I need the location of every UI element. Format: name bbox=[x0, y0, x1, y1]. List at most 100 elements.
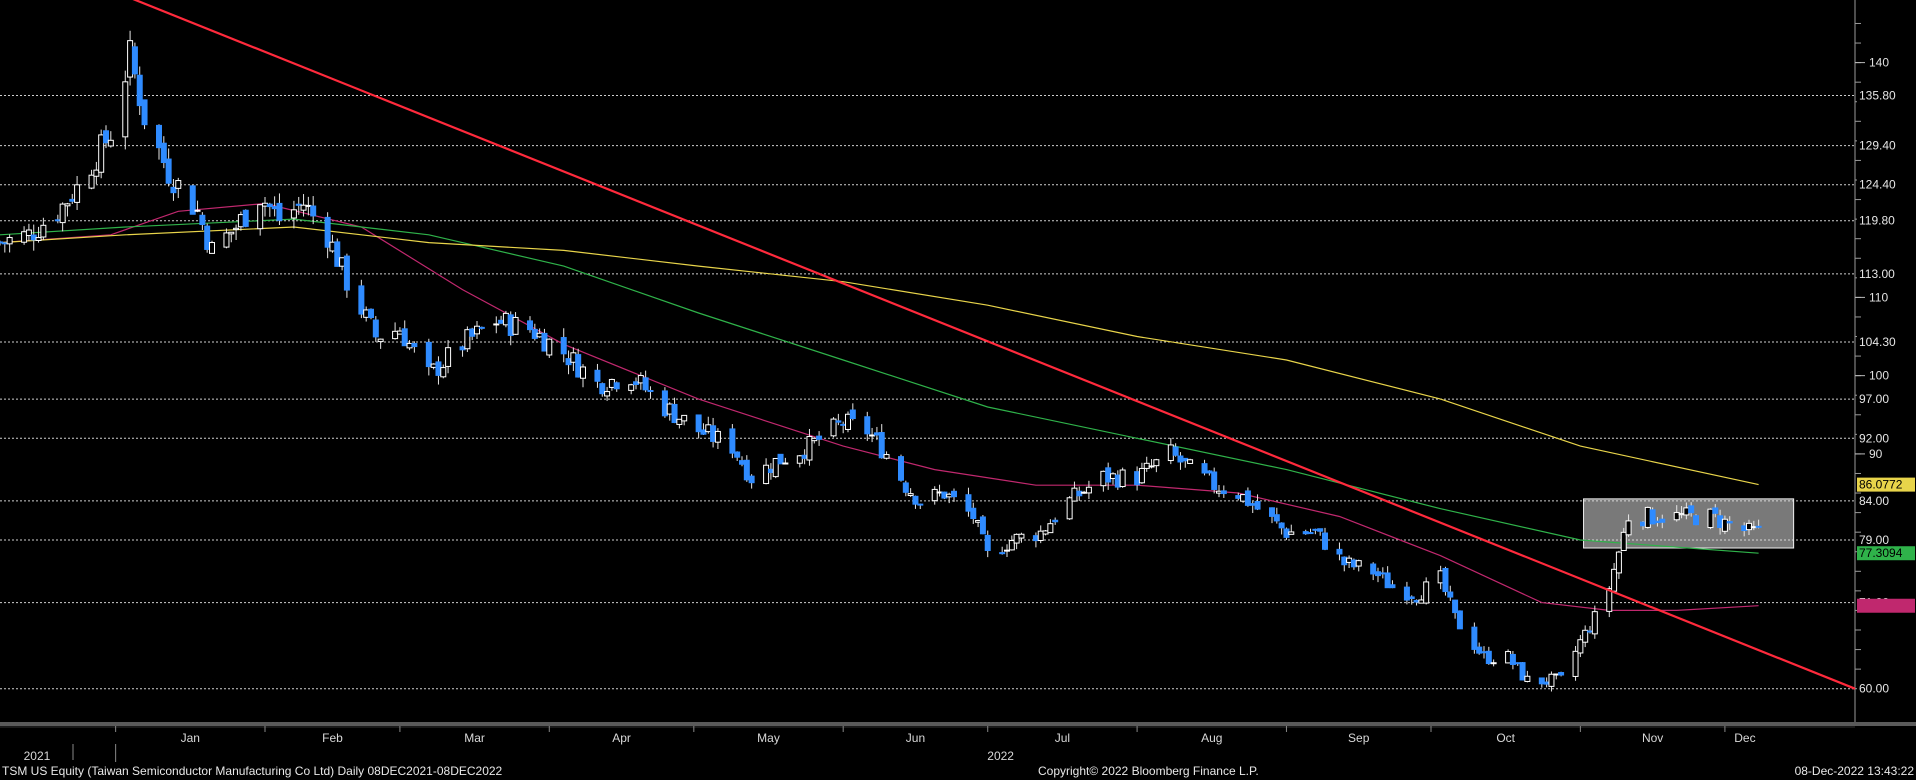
candle-body bbox=[594, 369, 601, 382]
candle-body bbox=[1148, 465, 1155, 468]
candle-body bbox=[233, 227, 240, 231]
candle-body bbox=[1408, 596, 1415, 600]
month-label: Aug bbox=[1201, 731, 1222, 745]
level-label-bg bbox=[1857, 493, 1915, 508]
last-value-tag bbox=[1857, 546, 1915, 561]
level-label: 92.00 bbox=[1859, 431, 1889, 445]
candle-body bbox=[845, 413, 851, 430]
candle-body bbox=[1611, 568, 1618, 592]
candle-body bbox=[695, 414, 702, 433]
candle-body bbox=[1317, 528, 1324, 532]
candle-body bbox=[1481, 651, 1487, 654]
candle-body bbox=[122, 81, 129, 138]
candle-body bbox=[604, 391, 611, 397]
candle-body bbox=[1375, 571, 1381, 577]
candle-body bbox=[266, 203, 273, 208]
x-axis-band bbox=[0, 722, 1916, 726]
candle-body bbox=[324, 216, 331, 248]
candle-body bbox=[777, 453, 784, 465]
candle-body bbox=[739, 460, 745, 465]
candle-body bbox=[1649, 509, 1656, 525]
candle-body bbox=[1201, 463, 1208, 474]
candle-body bbox=[1076, 490, 1083, 497]
candle-body bbox=[223, 232, 230, 248]
candle-body bbox=[69, 198, 76, 202]
candle-body bbox=[401, 328, 408, 347]
candle-body bbox=[40, 224, 47, 238]
candle-body bbox=[1654, 520, 1661, 524]
candle-body bbox=[1379, 572, 1386, 575]
candle-body bbox=[782, 462, 789, 465]
candle-body bbox=[1447, 591, 1454, 598]
candle-body bbox=[941, 491, 948, 499]
month-label: Apr bbox=[612, 731, 631, 745]
resistance-trendline bbox=[132, 0, 1856, 690]
candle-body bbox=[1288, 531, 1295, 535]
candle-body bbox=[228, 231, 235, 235]
candle-body bbox=[21, 231, 28, 243]
candle-body bbox=[1683, 507, 1690, 516]
candle-body bbox=[310, 205, 317, 217]
candle-body bbox=[743, 459, 750, 481]
candle-body bbox=[6, 237, 13, 245]
candle-body bbox=[898, 456, 904, 481]
candle-body bbox=[141, 99, 148, 126]
candle-body bbox=[1591, 611, 1598, 635]
candle-body bbox=[931, 488, 938, 502]
candle-body bbox=[392, 330, 399, 340]
candle-body bbox=[1519, 662, 1526, 681]
level-label: 97.00 bbox=[1859, 392, 1889, 406]
candle-body bbox=[1138, 467, 1145, 484]
candle-body bbox=[1071, 487, 1078, 502]
candle-body bbox=[849, 409, 856, 420]
candle-body bbox=[546, 338, 553, 356]
candle-body bbox=[363, 309, 370, 318]
candle-body bbox=[1476, 646, 1483, 654]
candle-body bbox=[734, 451, 741, 458]
candle-body bbox=[1741, 525, 1748, 532]
candle-body bbox=[1587, 630, 1593, 633]
candle-body bbox=[599, 383, 606, 395]
candle-body bbox=[131, 46, 138, 75]
month-label: Nov bbox=[1642, 731, 1663, 745]
candle-body bbox=[1302, 531, 1309, 535]
candle-body bbox=[1278, 522, 1285, 529]
candle-body bbox=[1471, 626, 1478, 650]
candle-body bbox=[1582, 629, 1589, 643]
candle-body bbox=[999, 552, 1006, 555]
candle-body bbox=[936, 491, 943, 494]
level-label-bg bbox=[1857, 533, 1915, 547]
candle-body bbox=[93, 169, 100, 177]
candle-body bbox=[1442, 567, 1449, 593]
month-label: Sep bbox=[1348, 731, 1370, 745]
candle-body bbox=[1066, 497, 1073, 520]
candle-body bbox=[1673, 512, 1680, 521]
candle-body bbox=[1678, 513, 1685, 516]
level-label-bg bbox=[1857, 138, 1915, 153]
candle-body bbox=[1172, 446, 1179, 456]
candle-body bbox=[1042, 530, 1049, 535]
candle-body bbox=[1355, 560, 1362, 567]
candle-body bbox=[175, 180, 182, 189]
candle-body bbox=[1389, 584, 1396, 589]
candle-body bbox=[170, 186, 177, 194]
candle-body bbox=[199, 214, 206, 226]
candle-body bbox=[512, 316, 519, 335]
candle-body bbox=[633, 381, 639, 386]
candle-body bbox=[290, 209, 297, 219]
candle-body bbox=[970, 507, 977, 520]
candle-body bbox=[1403, 586, 1410, 601]
candle-body bbox=[1052, 519, 1059, 523]
candle-body bbox=[965, 494, 972, 512]
candle-body bbox=[661, 390, 668, 417]
candle-body bbox=[1013, 533, 1020, 544]
candle-body bbox=[1413, 599, 1420, 603]
candle-body bbox=[425, 341, 432, 368]
candle-body bbox=[440, 367, 447, 378]
candle-body bbox=[907, 493, 914, 496]
candle-body bbox=[1346, 557, 1353, 563]
candle-body bbox=[1341, 556, 1348, 566]
candle-body bbox=[1105, 467, 1112, 483]
candle-body bbox=[873, 432, 880, 436]
